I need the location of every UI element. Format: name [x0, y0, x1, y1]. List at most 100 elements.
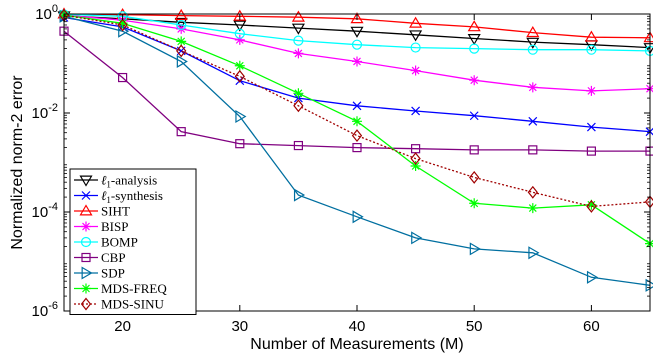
series-6-point	[176, 54, 188, 69]
series-0-point	[467, 34, 481, 46]
series-4-point	[293, 35, 304, 46]
axis-ticks: 20 30 40 50 60 10-6 10-4 10-2 100	[32, 3, 650, 335]
legend-entry-label: ℓ1-analysis	[101, 173, 157, 190]
series-8-point	[117, 18, 128, 32]
series-0-point	[526, 37, 540, 49]
series-8-point	[410, 152, 421, 166]
series-1-point	[411, 106, 421, 116]
series-3-point	[234, 34, 245, 45]
series-0-point	[174, 17, 188, 29]
series-5-point	[176, 127, 186, 137]
series-0-point	[233, 20, 247, 32]
series-7-point	[469, 198, 480, 209]
series-6-point	[469, 242, 481, 256]
series-2-point	[409, 16, 423, 28]
legend: ℓ1-analysisℓ1-synthesisSIHTBISPBOMPCBPSD…	[69, 168, 197, 315]
series-6-point	[235, 109, 247, 124]
series-3-point	[527, 82, 538, 93]
series-6-point	[411, 231, 423, 245]
legend-marker	[79, 175, 93, 187]
series-7-point	[293, 88, 304, 99]
series-3-point	[469, 75, 480, 86]
series-6-line	[63, 15, 651, 286]
series-6-point	[645, 278, 653, 292]
legend-marker	[81, 266, 93, 280]
series-2-point	[233, 9, 247, 21]
series-4-point	[234, 28, 245, 39]
series-3-point	[586, 85, 597, 96]
series-7-point	[527, 203, 538, 214]
series-5-point	[293, 140, 303, 151]
legend-entry-label: BOMP	[101, 235, 138, 250]
y-tick-label: 10-4	[32, 201, 58, 221]
legend-entry-label: SIHT	[101, 204, 130, 219]
legend-entry-label: SDP	[101, 266, 125, 281]
series-5-line	[63, 30, 650, 152]
series-5-point	[352, 142, 362, 153]
series-2-point	[526, 25, 540, 38]
series-4-point	[351, 39, 363, 50]
series-8-point	[176, 44, 187, 58]
legend-marker	[81, 283, 91, 294]
series-4-point	[410, 42, 421, 53]
y-tick-label: 100	[35, 3, 58, 23]
series-4-point	[469, 43, 480, 54]
series-8-point	[527, 185, 538, 199]
x-axis-label: Number of Measurements (M)	[250, 336, 463, 353]
series-8-point	[351, 129, 363, 143]
series-0-line	[63, 15, 651, 49]
series-7-point	[234, 60, 245, 71]
series-6-point	[586, 270, 599, 284]
legend-marker	[80, 297, 92, 311]
legend-entry-label: CBP	[101, 250, 126, 265]
legend-entry-label: MDS-SINU	[101, 297, 164, 312]
legend-marker	[81, 221, 91, 232]
series-4	[58, 9, 653, 56]
legend-entry-label: BISP	[101, 219, 128, 234]
series-3-point	[352, 56, 362, 67]
x-tick-label: 20	[114, 318, 131, 335]
legend-marker	[79, 204, 93, 216]
y-tick-label: 10-6	[32, 300, 58, 320]
x-tick-label: 60	[583, 318, 600, 335]
series-6-point	[118, 24, 130, 38]
legend-entry-label: MDS-FREQ	[101, 281, 167, 296]
series-3-point	[410, 65, 421, 76]
legend-marker	[80, 236, 92, 248]
series-5-point	[586, 146, 597, 156]
series-1-point	[469, 111, 479, 121]
series-8-point	[293, 99, 304, 113]
series-0-point	[409, 30, 423, 42]
series-0-point	[350, 26, 364, 38]
x-tick-label: 50	[466, 318, 483, 335]
series-1-point	[352, 101, 362, 111]
series-7-point	[117, 18, 128, 29]
series-8-point	[469, 170, 480, 184]
legend-marker	[81, 252, 91, 263]
series-5-point	[235, 139, 245, 149]
series-2-point	[174, 8, 188, 21]
series-2-point	[467, 20, 481, 32]
series-8-point	[234, 69, 245, 83]
series-2-point	[584, 30, 598, 42]
series-5-point	[117, 72, 128, 83]
series-4-line	[63, 13, 651, 52]
series-4-point	[527, 44, 538, 55]
series-7-point	[410, 160, 421, 171]
series-6-point	[528, 246, 540, 260]
series-6-point	[352, 210, 364, 224]
series-6-point	[293, 188, 306, 202]
series-1-point	[528, 116, 538, 126]
series-4-point	[586, 44, 597, 55]
series-4-point	[176, 19, 187, 31]
series-5	[59, 26, 653, 156]
series-5-point	[528, 145, 538, 155]
series-2-point	[350, 12, 364, 24]
series-5-point	[469, 145, 479, 155]
y-tick-label: 10-2	[32, 102, 58, 122]
legend-entry-label: ℓ1-synthesis	[101, 188, 163, 205]
series-7-point	[176, 36, 187, 47]
series-2-point	[291, 10, 305, 22]
series-7-point	[586, 199, 597, 210]
